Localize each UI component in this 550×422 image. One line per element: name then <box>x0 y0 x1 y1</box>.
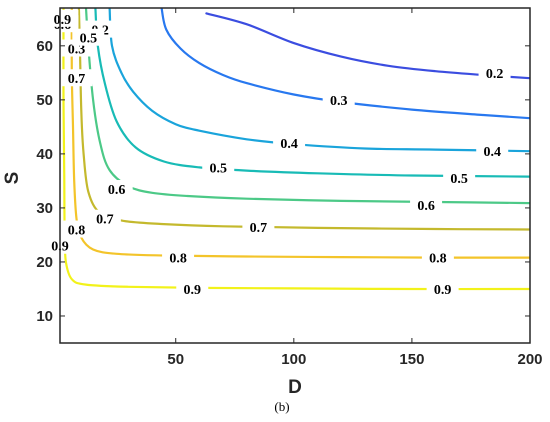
contour-line-0.5 <box>94 8 530 178</box>
contour-label-0.5: 0.5 <box>80 32 98 47</box>
contour-label-background <box>60 220 93 238</box>
contour-line-0.9 <box>62 8 530 291</box>
contour-line-0.7 <box>77 8 530 231</box>
contour-label-background <box>478 63 511 81</box>
x-tick-label: 50 <box>167 351 184 368</box>
contour-labels: 0.20.20.30.30.40.40.50.50.50.60.60.60.70… <box>44 9 511 298</box>
contour-label-0.4: 0.4 <box>483 145 501 160</box>
contour-label-background <box>88 209 121 227</box>
contour-label-background <box>176 279 209 297</box>
x-tick-label: 150 <box>399 351 424 368</box>
contour-label-0.9: 0.9 <box>434 283 452 298</box>
y-tick-label: 10 <box>36 308 53 325</box>
x-tick-label: 100 <box>281 351 306 368</box>
contour-label-0.2: 0.2 <box>486 67 504 82</box>
x-axis-label: D <box>288 377 302 398</box>
contour-line-0.6 <box>84 8 530 205</box>
contour-label-0.7: 0.7 <box>250 221 268 236</box>
contour-label-background <box>162 248 195 266</box>
contour-label-0.6: 0.6 <box>417 199 435 214</box>
plot-frame <box>59 7 531 344</box>
contour-label-0.7: 0.7 <box>68 72 86 87</box>
contour-lines <box>62 8 530 291</box>
contour-label-background <box>443 169 476 187</box>
x-axis-ticks: 50 100 150 200 <box>167 8 543 368</box>
y-tick-label: 20 <box>36 254 53 271</box>
contour-line-0.8 <box>70 8 530 259</box>
contour-line-0.3 <box>160 8 530 120</box>
contour-label-background <box>421 248 454 266</box>
contour-label-background <box>273 134 306 152</box>
contour-label-0.3: 0.3 <box>68 43 86 58</box>
contour-label-background <box>100 180 133 198</box>
x-tick-label: 200 <box>517 351 542 368</box>
contour-label-0.8: 0.8 <box>429 252 447 267</box>
contour-label-background <box>410 196 443 214</box>
contour-line-0.4 <box>108 8 530 153</box>
contour-label-background <box>426 279 459 297</box>
y-tick-label: 50 <box>36 92 53 109</box>
contour-label-0.9: 0.9 <box>54 13 72 28</box>
contour-label-0.8: 0.8 <box>68 224 86 239</box>
contour-label-0.8: 0.8 <box>169 252 187 267</box>
contour-label-background <box>72 28 105 46</box>
y-axis-label: S <box>2 172 23 185</box>
y-tick-label: 60 <box>36 38 53 55</box>
contour-label-background <box>322 90 355 108</box>
y-tick-label: 30 <box>36 200 53 217</box>
contour-label-0.3: 0.3 <box>330 94 348 109</box>
contour-label-background <box>242 217 275 235</box>
contour-label-background <box>202 158 235 176</box>
y-tick-label: 40 <box>36 146 53 163</box>
y-axis-ticks: 10 20 30 40 50 60 <box>36 38 530 325</box>
figure-caption: (b) <box>274 399 289 414</box>
contour-label-0.5: 0.5 <box>450 172 468 187</box>
contour-label-0.4: 0.4 <box>280 137 298 152</box>
contour-label-0.6: 0.6 <box>108 183 126 198</box>
contour-label-0.7: 0.7 <box>96 213 114 228</box>
contour-label-background <box>476 142 509 160</box>
contour-label-background <box>46 9 79 27</box>
contour-label-0.5: 0.5 <box>209 161 227 176</box>
contour-label-0.9: 0.9 <box>184 283 202 298</box>
contour-label-background <box>60 69 93 87</box>
